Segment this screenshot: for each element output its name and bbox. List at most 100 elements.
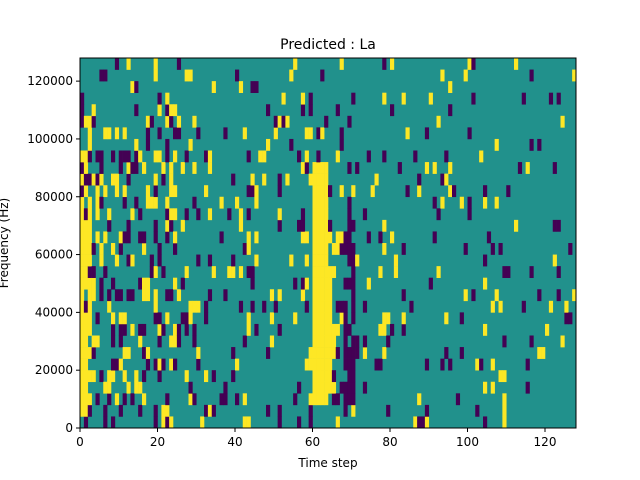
heatmap-cell (277, 219, 282, 232)
heatmap-cell (467, 58, 472, 70)
heatmap-cell (87, 254, 92, 267)
heatmap-cell (130, 208, 135, 221)
heatmap-cell (417, 393, 422, 406)
heatmap-cell (130, 323, 135, 336)
heatmap-cell (440, 173, 445, 186)
heatmap-cell (312, 347, 317, 359)
heatmap-cell (87, 196, 92, 209)
heatmap-cell (161, 404, 166, 417)
heatmap-cell (145, 196, 151, 209)
heatmap-cell (324, 358, 329, 371)
heatmap-cell (80, 243, 85, 255)
heatmap-cell (343, 335, 348, 348)
heatmap-cell (211, 266, 216, 278)
heatmap-cell (99, 69, 104, 82)
heatmap-cell (312, 393, 317, 406)
heatmap-cell (204, 150, 209, 163)
heatmap-cell (126, 162, 131, 174)
heatmap-cell (138, 335, 143, 348)
heatmap-cell (80, 300, 85, 313)
heatmap-cell (138, 381, 143, 394)
heatmap-cell (316, 219, 321, 232)
heatmap-cell (95, 335, 100, 348)
heatmap-cell (475, 404, 480, 417)
heatmap-cell (204, 370, 209, 383)
heatmap-cell (161, 162, 166, 174)
heatmap-cell (490, 358, 495, 371)
heatmap-cell (277, 404, 282, 417)
heatmap-cell (246, 150, 251, 163)
heatmap-cell (564, 312, 569, 325)
heatmap-cell (80, 370, 85, 383)
heatmap-cell (316, 162, 321, 174)
y-tick-label: 120000 (27, 74, 73, 88)
heatmap-cell (355, 347, 360, 359)
heatmap-cell (169, 219, 174, 232)
heatmap-cell (269, 335, 275, 348)
heatmap-cell (118, 289, 123, 302)
heatmap-cell (235, 196, 240, 209)
heatmap-cell (401, 92, 406, 105)
heatmap-cell (362, 347, 368, 359)
heatmap-cell (498, 300, 503, 313)
heatmap-cell (328, 335, 333, 348)
heatmap-cell (122, 312, 127, 325)
heatmap-cell (448, 81, 453, 93)
heatmap-cell (436, 208, 441, 221)
heatmap-cell (502, 335, 507, 348)
heatmap-cell (211, 404, 216, 417)
heatmap-cell (525, 162, 530, 174)
heatmap-cell (545, 323, 550, 336)
heatmap-cell (552, 219, 557, 232)
heatmap-cell (514, 219, 519, 232)
heatmap-cell (320, 393, 325, 406)
heatmap-cell (343, 381, 348, 394)
heatmap-cell (316, 231, 321, 244)
heatmap-cell (479, 150, 484, 163)
heatmap-cell (331, 323, 337, 336)
heatmap-cell (351, 312, 356, 325)
heatmap-cell (87, 219, 92, 232)
heatmap-cell (300, 92, 306, 105)
heatmap-cell (83, 173, 89, 186)
heatmap-cell (312, 277, 317, 290)
heatmap-cell (207, 254, 213, 267)
heatmap-cell (118, 312, 123, 325)
heatmap-cell (289, 69, 294, 82)
y-tick-label: 40000 (35, 305, 73, 319)
heatmap-cell (467, 127, 472, 140)
heatmap-cell (184, 323, 189, 336)
heatmap-cell (254, 231, 259, 244)
heatmap-cell (339, 138, 344, 151)
heatmap-cell (382, 243, 387, 255)
heatmap-cell (145, 358, 151, 371)
heatmap-cell (312, 254, 317, 267)
heatmap-cell (91, 277, 96, 290)
heatmap-cell (184, 150, 189, 163)
heatmap-cell (432, 231, 437, 244)
heatmap-cell (293, 393, 298, 406)
heatmap-cell (328, 312, 333, 325)
heatmap-cell (285, 115, 290, 128)
heatmap-cell (83, 312, 89, 325)
heatmap-cell (525, 358, 530, 371)
heatmap-cell (498, 243, 503, 255)
heatmap-cell (250, 266, 255, 278)
heatmap-cell (351, 277, 356, 290)
heatmap-cell (169, 335, 174, 348)
heatmap-cell (514, 58, 519, 70)
heatmap-cell (87, 393, 92, 406)
heatmap-cell (161, 173, 166, 186)
heatmap-cell (339, 231, 344, 244)
heatmap-cell (308, 347, 313, 359)
heatmap-cell (382, 150, 387, 163)
heatmap-cell (529, 266, 534, 278)
heatmap-cell (316, 335, 321, 348)
heatmap-cell (432, 196, 437, 209)
heatmap-cell (370, 185, 375, 198)
heatmap-cell (91, 289, 96, 302)
heatmap-cell (351, 347, 356, 359)
heatmap-cell (521, 300, 526, 313)
heatmap-cell (80, 185, 85, 198)
